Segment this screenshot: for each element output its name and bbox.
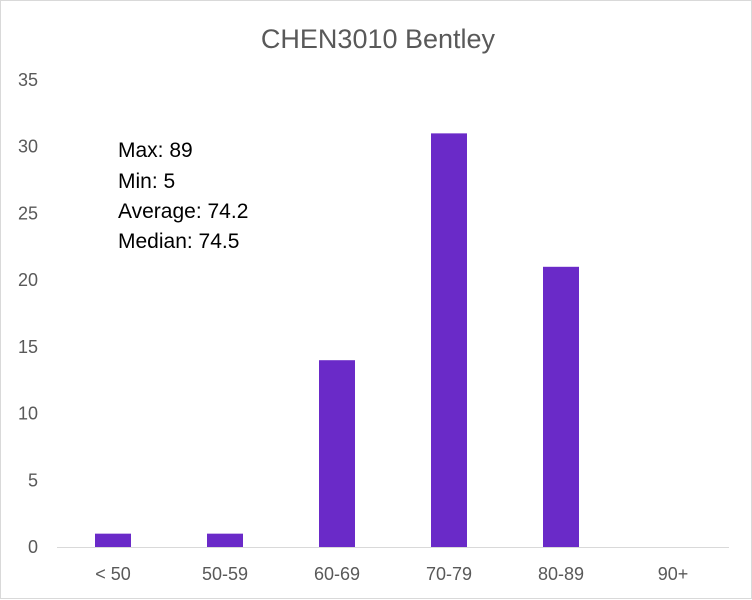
y-tick-label: 25 xyxy=(18,203,38,223)
y-tick-label: 5 xyxy=(28,470,38,490)
y-tick-label: 30 xyxy=(18,137,38,157)
annotation-median: Median: 74.5 xyxy=(118,230,239,253)
y-tick-label: 10 xyxy=(18,404,38,424)
x-tick-label: 80-89 xyxy=(538,564,584,584)
x-tick-label: 50-59 xyxy=(202,564,248,584)
annotation-min: Min: 5 xyxy=(118,170,175,193)
y-tick-label: 0 xyxy=(28,537,38,557)
x-tick-label: 90+ xyxy=(658,564,689,584)
x-tick-label: < 50 xyxy=(95,564,131,584)
stats-annotation: Max: 89 Min: 5 Average: 74.2 Median: 74.… xyxy=(118,139,248,253)
bar xyxy=(319,360,355,547)
bar xyxy=(207,533,243,547)
annotation-max: Max: 89 xyxy=(118,139,193,162)
x-tick-label: 60-69 xyxy=(314,564,360,584)
x-tick-label: 70-79 xyxy=(426,564,472,584)
y-tick-label: 20 xyxy=(18,270,38,290)
y-tick-label: 35 xyxy=(18,70,38,90)
chart-title: CHEN3010 Bentley xyxy=(261,24,496,54)
bar xyxy=(95,533,131,547)
bar xyxy=(543,266,579,547)
annotation-average: Average: 74.2 xyxy=(118,200,248,223)
y-tick-label: 15 xyxy=(18,337,38,357)
bar xyxy=(431,133,467,547)
